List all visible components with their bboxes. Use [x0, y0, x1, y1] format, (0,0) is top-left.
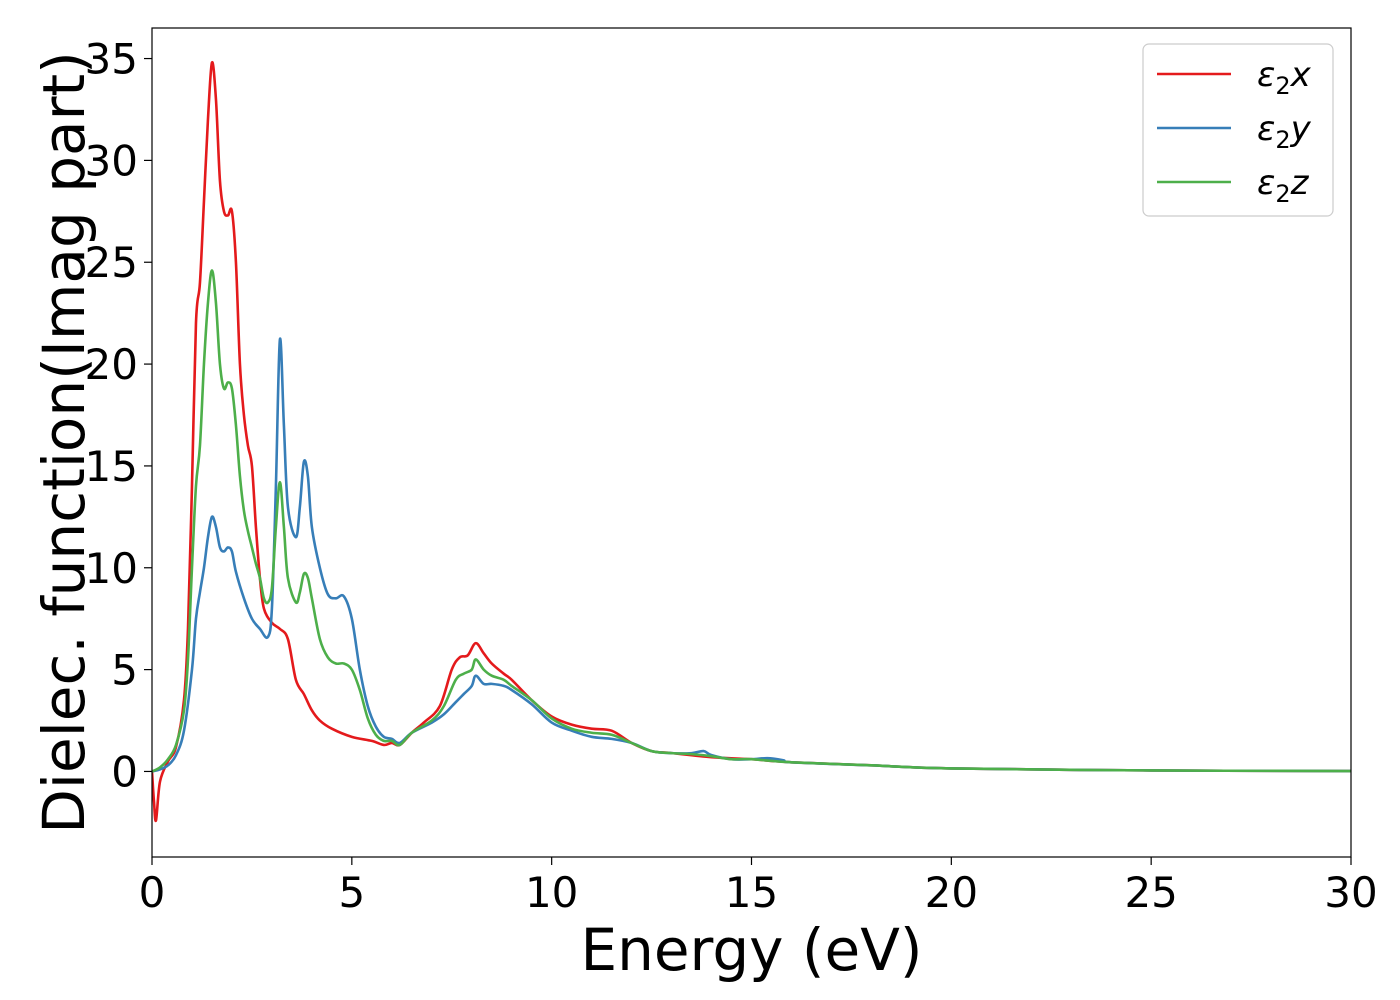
y-tick-label: 35 [85, 35, 138, 84]
x-tick-label: 20 [925, 868, 978, 917]
y-tick-label: 5 [111, 646, 138, 695]
y-tick-label: 20 [85, 340, 138, 389]
y-tick-label: 10 [85, 544, 138, 593]
plot-area [152, 61, 1351, 823]
y-axis: 0 5 10 15 20 25 30 35 [85, 35, 152, 796]
series-line-y [152, 337, 1351, 773]
y-axis-label: Dielec. function(Imag part) [30, 51, 98, 834]
series-line-z [152, 269, 1351, 773]
x-tick-label: 10 [525, 868, 578, 917]
y-tick-label: 30 [85, 136, 138, 185]
x-axis: 0 5 10 15 20 25 30 [139, 857, 1378, 917]
x-tick-label: 0 [139, 868, 166, 917]
x-tick-label: 5 [338, 868, 365, 917]
x-tick-label: 30 [1324, 868, 1377, 917]
x-axis-label: Energy (eV) [580, 916, 922, 984]
x-tick-label: 15 [725, 868, 778, 917]
legend: ε2x ε2y ε2z [1142, 43, 1334, 217]
series-line-x [152, 61, 1351, 823]
legend-label-y: ε2y [1257, 109, 1312, 154]
y-tick-label: 15 [85, 442, 138, 491]
y-tick-label: 25 [85, 238, 138, 287]
y-tick-label: 0 [111, 747, 138, 796]
legend-label-x: ε2x [1257, 55, 1312, 100]
legend-box [1142, 43, 1334, 217]
x-tick-label: 25 [1124, 868, 1177, 917]
legend-label-z: ε2z [1257, 163, 1310, 208]
